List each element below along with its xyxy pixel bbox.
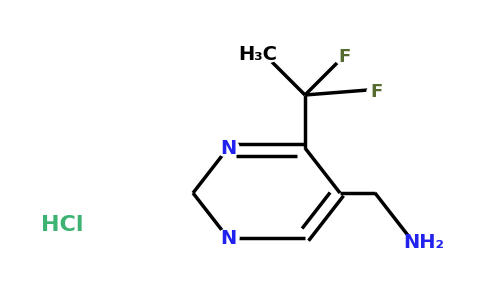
Text: F: F [338,48,350,66]
Ellipse shape [217,229,239,247]
Ellipse shape [217,139,239,157]
Text: NH₂: NH₂ [404,232,444,251]
Text: F: F [370,83,382,101]
Text: HCl: HCl [41,215,83,235]
Text: N: N [220,229,236,247]
Text: H₃C: H₃C [239,44,277,64]
Ellipse shape [335,49,353,65]
Ellipse shape [406,232,442,252]
Ellipse shape [236,44,280,64]
Text: N: N [220,139,236,158]
Ellipse shape [367,84,385,100]
